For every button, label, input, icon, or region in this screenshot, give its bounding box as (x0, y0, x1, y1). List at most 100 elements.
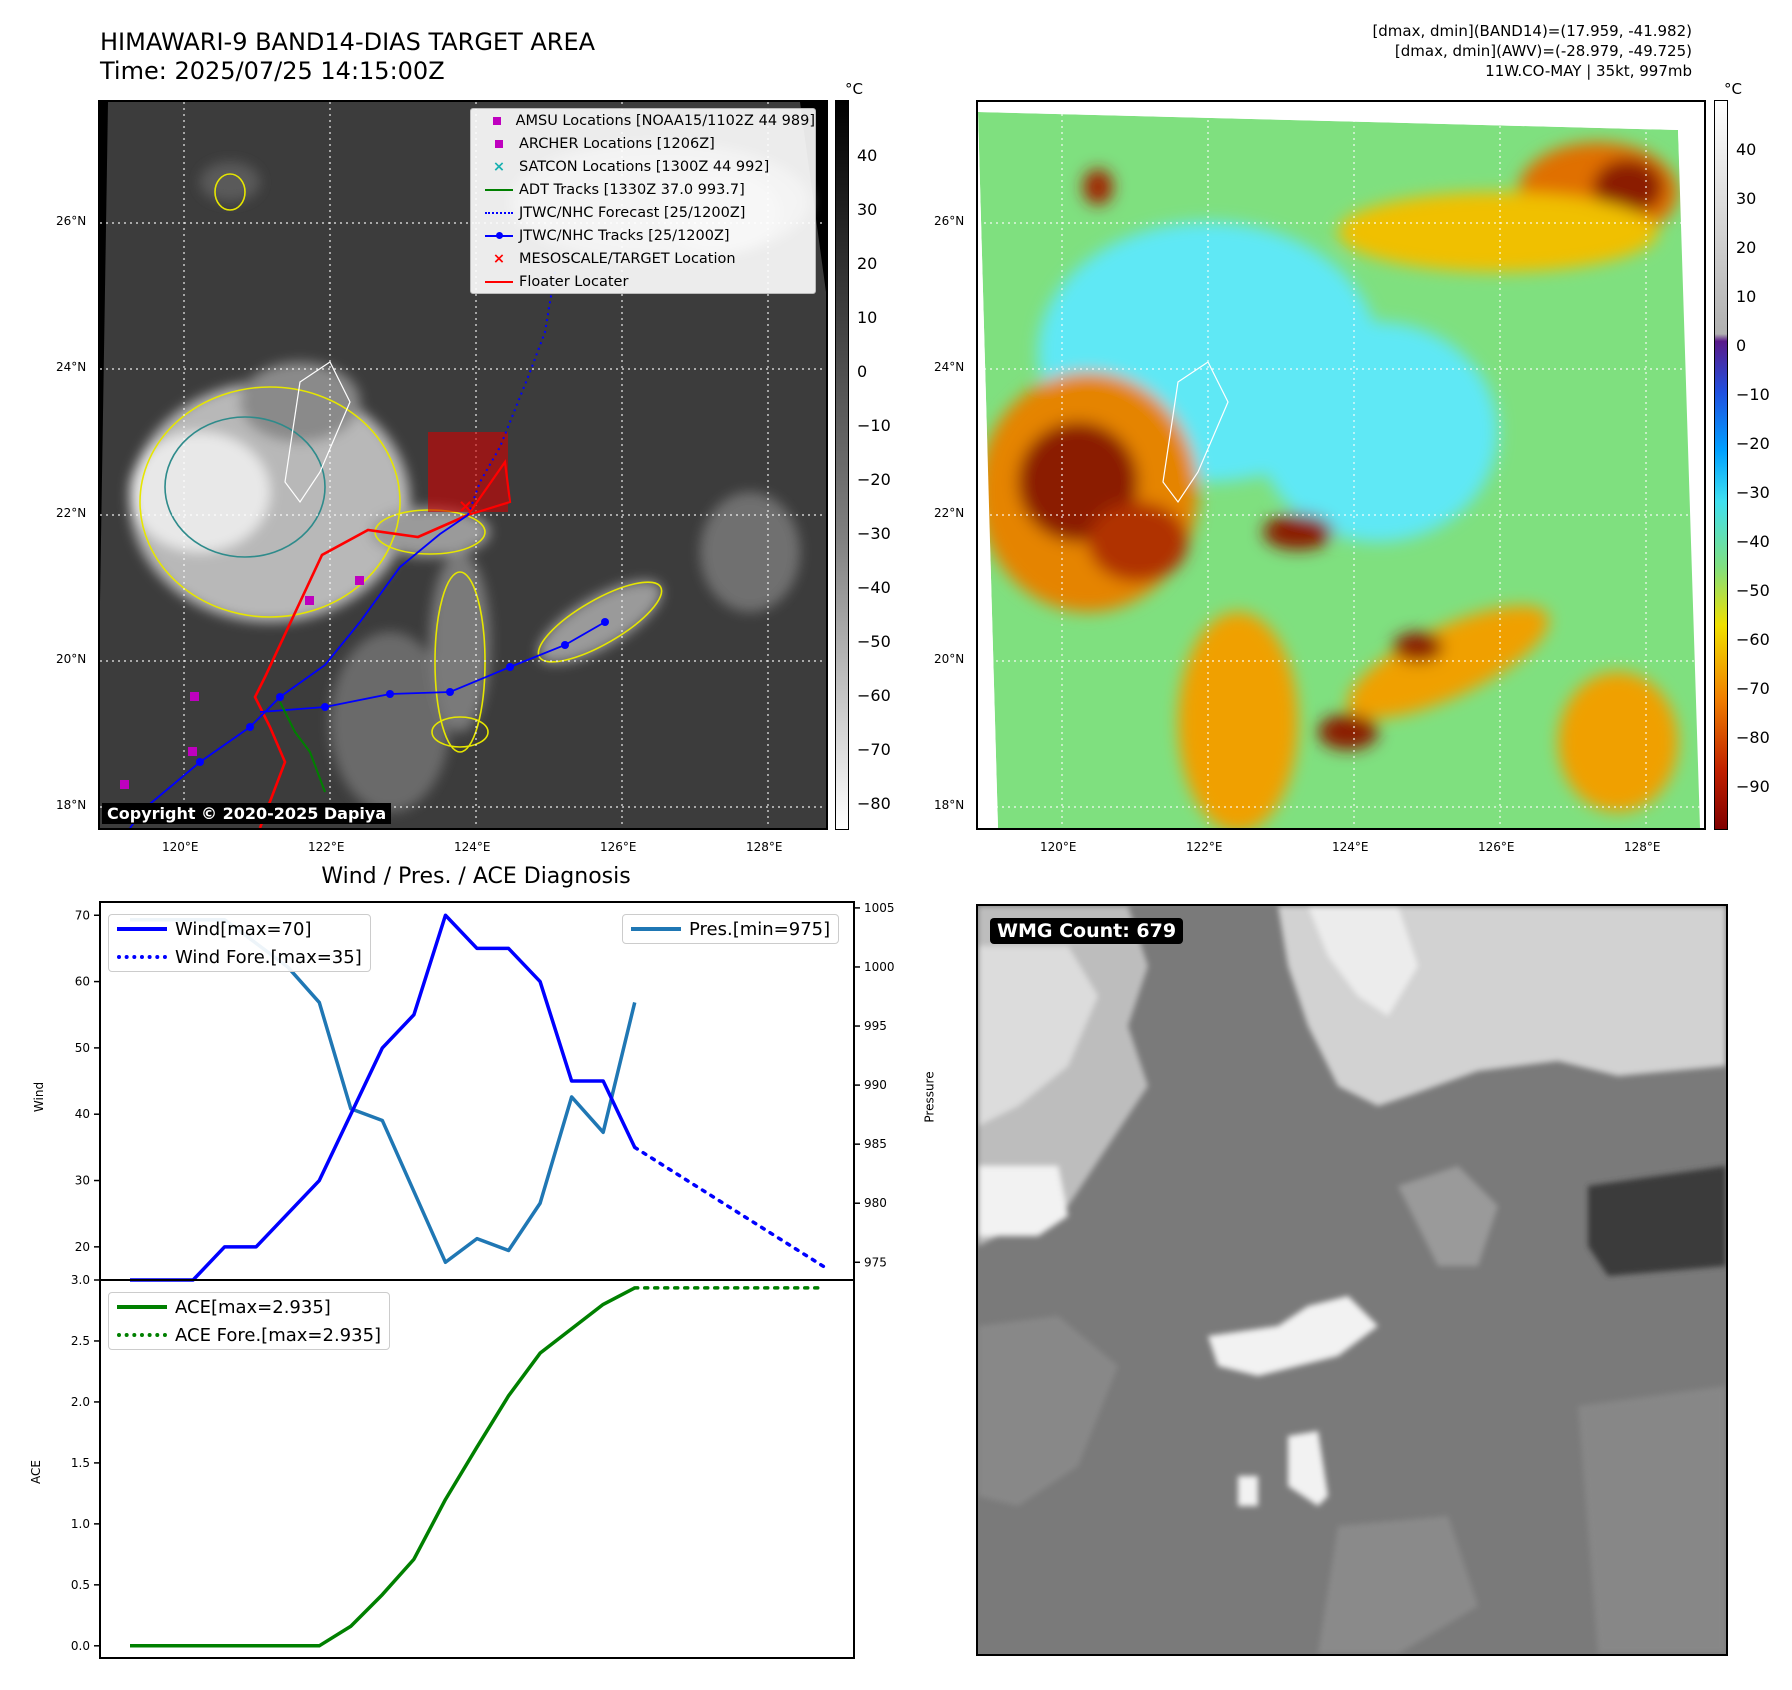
legend-item-mesoscale: × MESOSCALE/TARGET Location (471, 247, 815, 270)
wind-axis-tick-label: 70 (75, 908, 90, 922)
pressure-axis-tick-label: 1000 (864, 960, 895, 974)
x-marker-icon: × (492, 158, 506, 175)
stats-band14: [dmax, dmin](BAND14)=(17.959, -41.982) (1372, 22, 1692, 40)
wind-legend: Wind[max=70] Wind Fore.[max=35] (108, 914, 371, 972)
ace-legend: ACE[max=2.935] ACE Fore.[max=2.935] (108, 1292, 391, 1350)
chart-time: Time: 2025/07/25 14:15:00Z (100, 57, 445, 85)
wind-lines (130, 913, 826, 1282)
awv-imagery (978, 102, 1704, 828)
ace-axis-tick-label: 1.5 (71, 1456, 90, 1470)
lat-label: 18°N (934, 798, 965, 812)
pressure-axis-tick-label: 975 (864, 1255, 887, 1269)
colorbar-left (835, 100, 849, 830)
solid-line-icon (117, 927, 167, 931)
diagnosis-chart-svg: 20 30 40 50 60 70 975 980 985 990 995 1000 1005 0.0… (71, 901, 895, 1659)
target-area-box (428, 432, 508, 512)
lat-label: 22°N (56, 506, 87, 520)
wmg-imagery (978, 906, 1726, 1654)
chart-title: HIMAWARI-9 BAND14-DIAS TARGET AREA (100, 28, 596, 56)
lat-label: 26°N (934, 214, 965, 228)
wind-series-line (130, 913, 637, 1282)
floater-locater-box (467, 459, 512, 517)
ace-axis-tick-label: 0.5 (71, 1578, 90, 1592)
lat-label: 20°N (56, 652, 87, 666)
wmg-panel: WMG Count: 679 (976, 904, 1728, 1656)
dotted-line-icon (117, 1333, 167, 1337)
pressure-axis-tick-label: 980 (864, 1196, 887, 1210)
legend-item-jtwc-forecast: JTWC/NHC Forecast [25/1200Z] (471, 201, 815, 224)
colorbar-unit: °C (1724, 80, 1742, 98)
solid-line-icon (117, 1305, 167, 1309)
pressure-axis-tick-label: 990 (864, 1078, 887, 1092)
colorbar-right (1714, 100, 1728, 830)
map-gridlines (978, 102, 1704, 828)
pressure-axis-tick-label: 1005 (864, 901, 895, 915)
x-marker-icon: × (492, 250, 506, 267)
ace-axis-tick-label: 2.5 (71, 1334, 90, 1348)
floater-locater-track (253, 513, 469, 828)
line-icon (479, 280, 519, 283)
legend-item-ace: ACE[max=2.935] (109, 1293, 389, 1321)
ace-axis-ticks: 0.0 0.5 1.0 1.5 2.0 2.5 3.0 (71, 1273, 100, 1653)
lon-label: 126°E (600, 840, 637, 854)
adt-track (279, 701, 326, 793)
copyright-label: Copyright © 2020-2025 Dapiya (102, 803, 392, 824)
stats-awv: [dmax, dmin](AWV)=(-28.979, -49.725) (1394, 42, 1692, 60)
legend-item-amsu: AMSU Locations [NOAA15/1102Z 44 989] (471, 109, 815, 132)
wind-axis-tick-label: 60 (75, 975, 90, 989)
legend-item-jtwc-tracks: JTWC/NHC Tracks [25/1200Z] (471, 224, 815, 247)
legend-item-archer: ARCHER Locations [1206Z] (471, 132, 815, 155)
legend-item-wind-forecast: Wind Fore.[max=35] (109, 943, 370, 971)
diag-title: Wind / Pres. / ACE Diagnosis (321, 864, 631, 889)
jtwc-track-west (129, 514, 469, 828)
amsu-archer-markers (120, 576, 364, 789)
ace-series-line (130, 1286, 636, 1648)
jtwc-track-points (196, 618, 609, 766)
lon-label: 120°E (162, 840, 199, 854)
line-dot-icon (479, 231, 519, 239)
wind-forecast-series-line (632, 1145, 826, 1269)
lon-label: 120°E (1040, 840, 1077, 854)
lat-label: 24°N (56, 360, 87, 374)
lat-label: 20°N (934, 652, 965, 666)
legend-item-satcon: × SATCON Locations [1300Z 44 992] (471, 155, 815, 178)
pressure-axis-tick-label: 985 (864, 1137, 887, 1151)
legend-item-pressure: Pres.[min=975] (623, 915, 838, 943)
storm-info: 11W.CO-MAY | 35kt, 997mb (1485, 62, 1692, 80)
colorbar-unit: °C (845, 80, 863, 98)
wmg-features (978, 906, 1726, 1654)
ace-lines (130, 1286, 826, 1648)
mesoscale-target-marker: × (458, 496, 473, 517)
ace-axis-tick-label: 0.0 (71, 1639, 90, 1653)
cold-contours (139, 173, 663, 753)
lon-label: 128°E (746, 840, 783, 854)
legend-item-ace-forecast: ACE Fore.[max=2.935] (109, 1321, 389, 1349)
lon-label: 122°E (308, 840, 345, 854)
wind-axis-tick-label: 50 (75, 1041, 90, 1055)
square-marker-icon (479, 139, 519, 148)
ace-axis-tick-label: 1.0 (71, 1517, 90, 1531)
wind-axis-tick-label: 20 (75, 1240, 90, 1254)
ace-axis-tick-label: 2.0 (71, 1395, 90, 1409)
wind-axis-tick-label: 30 (75, 1174, 90, 1188)
jtwc-forecast-track (467, 271, 556, 516)
map-legend: AMSU Locations [NOAA15/1102Z 44 989] ARC… (470, 108, 816, 294)
lat-label: 26°N (56, 214, 87, 228)
square-marker-icon (479, 116, 516, 125)
pressure-legend: Pres.[min=975] (622, 914, 840, 944)
dotted-line-icon (117, 955, 167, 959)
lon-label: 124°E (454, 840, 491, 854)
ace-axes-frame (99, 1279, 855, 1659)
ace-axis-tick-label: 3.0 (71, 1273, 90, 1287)
solid-line-icon (631, 927, 681, 931)
legend-item-adt: ADT Tracks [1330Z 37.0 993.7] (471, 178, 815, 201)
ir-map-panel: × AMSU Locations [NOAA15/1102Z 44 989] A… (98, 100, 828, 830)
pressure-axis-ticks: 975 980 985 990 995 1000 1005 (854, 901, 895, 1269)
lat-label: 24°N (934, 360, 965, 374)
ace-panel: 0.0 0.5 1.0 1.5 2.0 2.5 3.0 (71, 1273, 855, 1659)
lon-label: 124°E (1332, 840, 1369, 854)
lat-label: 22°N (934, 506, 965, 520)
pressure-axis-tick-label: 995 (864, 1019, 887, 1033)
lon-label: 122°E (1186, 840, 1223, 854)
wmg-count-badge: WMG Count: 679 (990, 918, 1184, 944)
